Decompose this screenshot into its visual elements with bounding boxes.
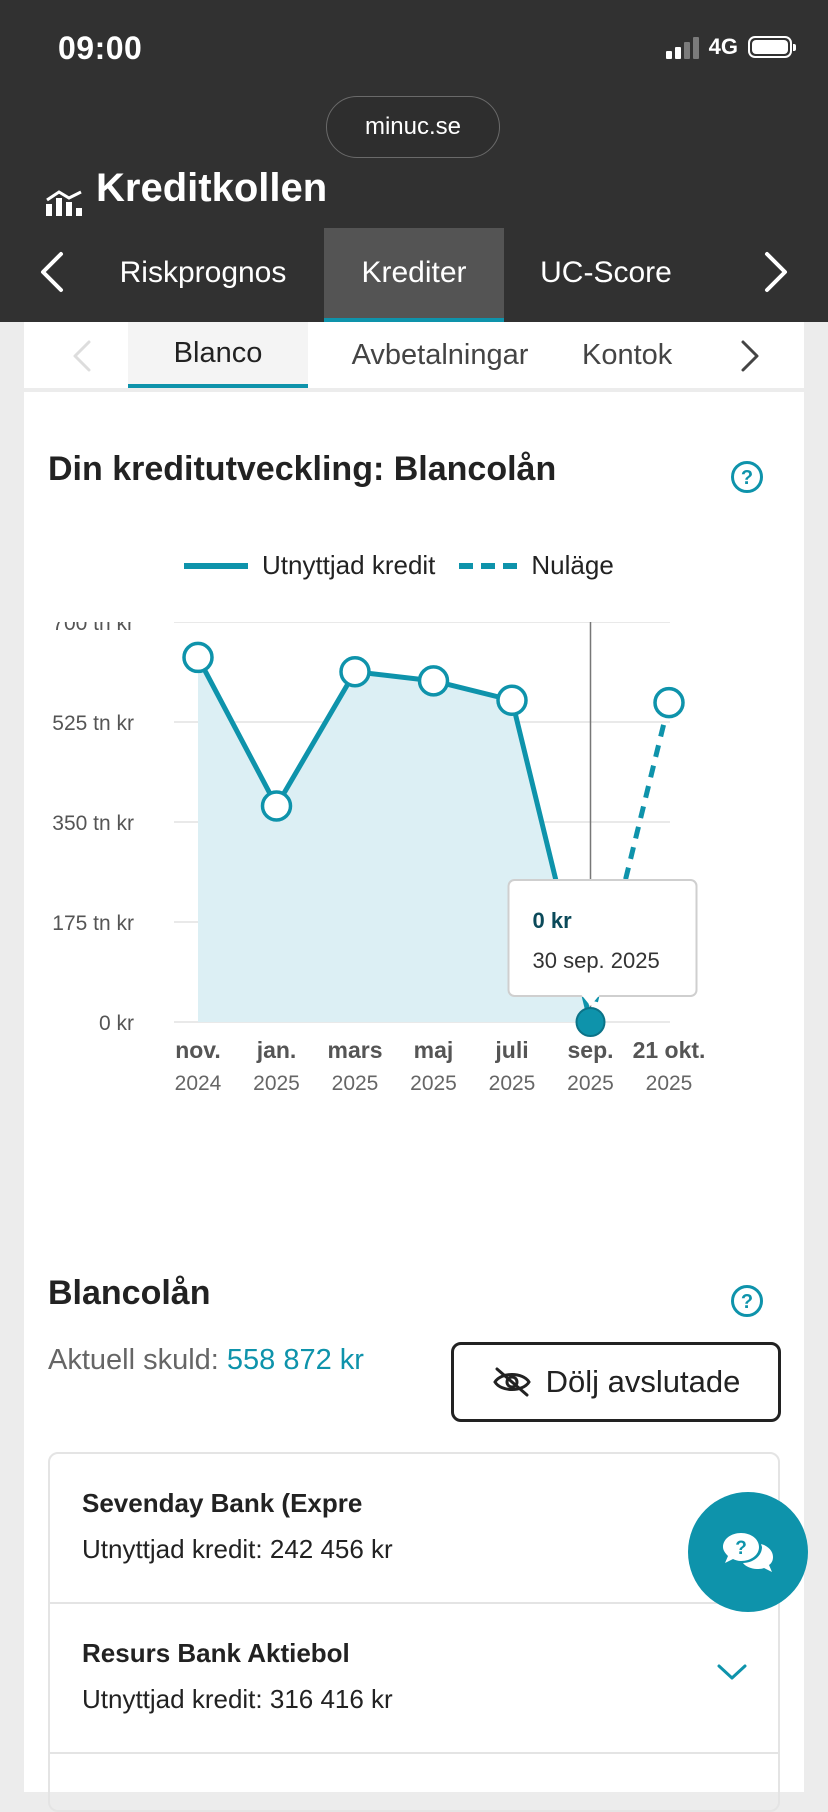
chart-title: Din kreditutveckling: Blancolån [48, 450, 557, 488]
data-point [496, 684, 528, 717]
y-tick-label: 350 tn kr [52, 812, 134, 835]
data-point [260, 790, 293, 822]
x-tick-label: sep. [567, 1037, 613, 1063]
tabs-next-button[interactable] [746, 242, 806, 302]
subtab-kontokort[interactable]: Kontok [582, 338, 673, 371]
hide-closed-label: Dölj avslutade [545, 1364, 741, 1399]
loans-title: Blancolån [48, 1274, 211, 1312]
subtabs-prev-button[interactable] [52, 326, 112, 386]
x-tick-label: mars [328, 1037, 383, 1063]
x-tick-label: nov. [175, 1037, 221, 1063]
subtab-avbetalningar[interactable]: Avbetalningar [351, 338, 529, 371]
chevron-right-icon [741, 340, 759, 372]
data-point [417, 665, 450, 697]
series-line-solid [195, 656, 593, 1023]
loan-item[interactable]: Resurs Bank Aktiebol Utnyttjad kredit: 3… [50, 1604, 778, 1754]
data-point [339, 655, 371, 688]
y-tick-label: 0 kr [99, 1012, 134, 1035]
svg-text:?: ? [735, 1538, 747, 1559]
tooltip-value: 0 kr [533, 908, 573, 933]
x-tick-label: 21 okt. [633, 1037, 706, 1063]
url-bar[interactable]: minuc.se [326, 96, 500, 158]
credit-chart[interactable]: 700 tn kr 525 tn kr 350 tn kr 175 tn kr 0 kr… [24, 622, 804, 1182]
subtabs-next-button[interactable] [720, 326, 780, 386]
legend-used-label: Utnyttjad kredit [262, 550, 436, 580]
network-label: 4G [708, 34, 738, 59]
tooltip-box [507, 879, 698, 997]
app-header: 09:00 4G minuc.se Kreditkollen Riskprogn… [0, 0, 828, 322]
data-point-highlighted [575, 1007, 606, 1037]
tooltip-pointer [581, 995, 600, 1006]
loan-name: Resurs Bank Aktiebol [82, 1638, 350, 1668]
chat-help-icon: ? [723, 1533, 773, 1572]
series-line-dashed [588, 702, 672, 1023]
status-indicators: 4G [665, 34, 796, 60]
main-tabs: Riskprognos Krediter UC-Score [0, 228, 828, 322]
help-icon[interactable]: ? [730, 1284, 764, 1318]
tabs-prev-button[interactable] [22, 242, 82, 302]
svg-text:?: ? [741, 1291, 753, 1313]
legend-dashed-swatch [459, 562, 518, 569]
x-tick-label: juli [494, 1037, 528, 1063]
battery-icon [748, 36, 796, 58]
data-point [182, 641, 214, 674]
tab-riskprognos[interactable]: Riskprognos [119, 256, 287, 289]
content-card: Blanco Avbetalningar Kontok Din kreditut… [24, 322, 804, 1812]
x-tick-year: 2025 [567, 1072, 614, 1095]
y-tick-label: 175 tn kr [52, 912, 134, 935]
legend-now-label: Nuläge [531, 550, 614, 580]
debt-label: Aktuell skuld: [48, 1344, 219, 1376]
loan-credit: Utnyttjad kredit: 242 456 kr [82, 1534, 393, 1564]
tab-krediter[interactable]: Krediter [324, 228, 504, 322]
chevron-down-icon[interactable] [716, 1662, 748, 1682]
x-tick-label: maj [414, 1037, 454, 1063]
data-point [653, 686, 685, 719]
y-tick-label: 525 tn kr [52, 712, 134, 735]
chevron-left-icon [73, 340, 91, 372]
x-tick-year: 2025 [332, 1072, 379, 1095]
loan-item[interactable]: Sevenday Bank (Expre Utnyttjad kredit: 2… [50, 1454, 778, 1604]
series-area [198, 657, 591, 1022]
x-tick-year: 2025 [253, 1072, 300, 1095]
debt-value: 558 872 kr [226, 1344, 364, 1376]
brand-logo[interactable]: Kreditkollen [44, 166, 327, 216]
legend-solid-swatch [184, 562, 248, 569]
chart-legend: Utnyttjad kredit Nuläge [184, 550, 614, 581]
eye-off-icon [492, 1367, 531, 1397]
x-tick-year: 2025 [646, 1072, 693, 1095]
current-debt: Aktuell skuld: 558 872 kr [48, 1344, 364, 1377]
chat-button[interactable]: ? [688, 1492, 808, 1612]
tab-uc-score[interactable]: UC-Score [540, 256, 672, 289]
x-tick-year: 2025 [410, 1072, 457, 1095]
subtab-blanco[interactable]: Blanco [128, 322, 308, 388]
brand-name: Kreditkollen [96, 166, 328, 210]
x-tick-label: jan. [256, 1037, 297, 1063]
chart-logo-icon [46, 190, 82, 216]
x-tick-year: 2025 [489, 1072, 536, 1095]
hide-closed-button[interactable]: Dölj avslutade [451, 1342, 781, 1422]
loan-name: Sevenday Bank (Expre [82, 1488, 363, 1518]
signal-icon [665, 35, 699, 59]
sub-tabs: Blanco Avbetalningar Kontok [24, 322, 804, 392]
y-tick-label: 700 tn kr [52, 622, 134, 635]
x-tick-year: 2024 [175, 1072, 222, 1095]
chevron-left-icon [41, 252, 63, 292]
svg-text:?: ? [741, 467, 753, 489]
chevron-right-icon [765, 252, 787, 292]
tooltip-date: 30 sep. 2025 [533, 948, 660, 973]
loan-credit: Utnyttjad kredit: 316 416 kr [82, 1684, 393, 1714]
status-time: 09:00 [58, 30, 143, 66]
loans-list: Sevenday Bank (Expre Utnyttjad kredit: 2… [48, 1452, 780, 1812]
help-icon[interactable]: ? [730, 460, 764, 494]
